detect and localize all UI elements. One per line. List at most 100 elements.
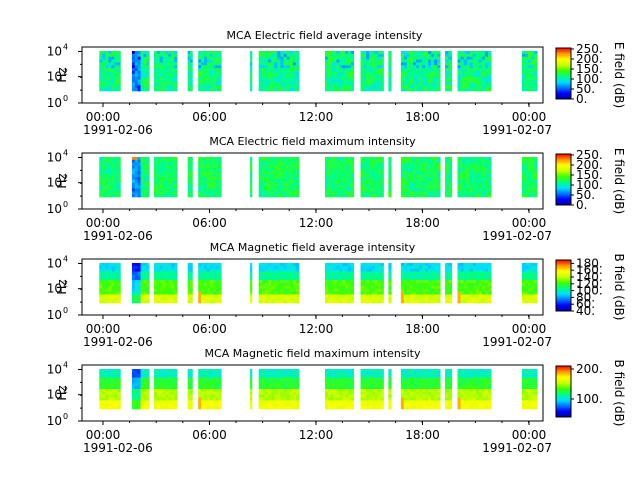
heatmap-cell: [324, 159, 329, 164]
heatmap-cell: [99, 65, 103, 69]
heatmap-cell: [258, 394, 263, 398]
heatmap-cell: [250, 294, 253, 298]
heatmap-cell: [363, 171, 367, 175]
heatmap-cell: [363, 280, 367, 284]
heatmap-cell: [280, 174, 284, 178]
heatmap-cell: [159, 188, 163, 192]
heatmap-cell: [159, 386, 163, 390]
heatmap-cell: [190, 263, 193, 267]
colorbar-swatch: [556, 76, 571, 78]
heatmap-cell: [289, 297, 294, 301]
heatmap-cell: [209, 79, 213, 83]
heatmap-cell: [292, 162, 297, 166]
heatmap-cell: [111, 294, 115, 298]
heatmap-cell: [431, 51, 435, 55]
heatmap-cell: [448, 268, 453, 272]
heatmap-cell: [154, 82, 158, 86]
heatmap-cell: [258, 380, 263, 384]
heatmap-cell: [437, 56, 441, 60]
heatmap-cell: [111, 68, 115, 72]
heatmap-cell: [437, 265, 441, 270]
heatmap-cell: [283, 73, 287, 78]
heatmap-cell: [198, 162, 202, 166]
heatmap-cell: [174, 65, 178, 69]
heatmap-cell: [481, 165, 486, 169]
heatmap-cell: [336, 369, 340, 373]
heatmap-cell: [111, 403, 115, 407]
heatmap-cell: [140, 374, 144, 378]
heatmap-cell: [292, 65, 297, 69]
heatmap-cell: [102, 56, 106, 60]
heatmap-cell: [437, 294, 441, 298]
heatmap-cell: [374, 85, 379, 89]
heatmap-cell: [528, 265, 532, 270]
heatmap-cell: [277, 397, 281, 401]
heatmap-cell: [425, 291, 429, 295]
heatmap-cell: [156, 280, 161, 284]
heatmap-cell: [277, 159, 281, 164]
heatmap-cell: [271, 406, 275, 410]
heatmap-cell: [114, 294, 118, 298]
heatmap-cell: [143, 380, 147, 384]
heatmap-cell: [250, 374, 253, 378]
heatmap-cell: [258, 82, 263, 86]
heatmap-cell: [360, 297, 364, 301]
colorbar-swatch: [556, 53, 571, 55]
heatmap-cell: [478, 280, 483, 284]
heatmap-cell: [403, 159, 408, 164]
heatmap-cell: [156, 288, 161, 292]
heatmap-cell: [434, 294, 438, 298]
heatmap-cell: [283, 391, 287, 396]
heatmap-cell: [105, 62, 109, 66]
heatmap-cell: [416, 283, 420, 287]
heatmap-cell: [264, 394, 269, 398]
heatmap-cell: [531, 182, 535, 186]
heatmap-cell: [416, 194, 420, 198]
heatmap-cell: [481, 76, 486, 80]
heatmap-cell: [209, 300, 213, 304]
heatmap-cell: [400, 68, 405, 72]
heatmap-cell: [478, 285, 483, 290]
heatmap-cell: [437, 274, 441, 278]
heatmap-cell: [162, 391, 166, 396]
heatmap-cell: [534, 157, 538, 161]
heatmap-cell: [412, 159, 417, 164]
heatmap-cell: [485, 56, 489, 60]
heatmap-cell: [258, 185, 263, 189]
heatmap-cell: [203, 397, 208, 401]
heatmap-cell: [198, 369, 202, 373]
heatmap-cell: [380, 188, 384, 192]
heatmap-cell: [264, 291, 269, 295]
heatmap-cell: [528, 76, 532, 80]
heatmap-cell: [485, 171, 489, 175]
heatmap-cell: [286, 406, 291, 410]
heatmap-cell: [168, 179, 172, 184]
heatmap-cell: [114, 274, 118, 278]
heatmap-cell: [531, 53, 535, 58]
heatmap-cell: [369, 76, 373, 80]
heatmap-cell: [292, 88, 297, 92]
heatmap-cell: [146, 371, 150, 376]
heatmap-cell: [162, 291, 166, 295]
heatmap-cell: [190, 406, 193, 410]
heatmap-cell: [437, 288, 441, 292]
heatmap-cell: [403, 274, 408, 278]
heatmap-cell: [187, 403, 191, 407]
heatmap-cell: [388, 65, 392, 69]
heatmap-cell: [261, 394, 266, 398]
heatmap-cell: [400, 271, 405, 275]
y-axis-label: Hz: [55, 67, 69, 82]
heatmap-cell: [369, 182, 373, 186]
heatmap-cell: [488, 265, 492, 270]
heatmap-cell: [445, 185, 449, 189]
heatmap-cell: [271, 389, 275, 393]
colorbar-swatch: [556, 60, 571, 63]
heatmap-cell: [198, 268, 202, 272]
heatmap-cell: [203, 68, 208, 72]
heatmap-cell: [250, 179, 253, 184]
heatmap-cell: [258, 191, 263, 195]
heatmap-cell: [374, 291, 379, 295]
heatmap-cell: [292, 268, 297, 272]
heatmap-cell: [168, 159, 172, 164]
heatmap-cell: [488, 271, 492, 275]
